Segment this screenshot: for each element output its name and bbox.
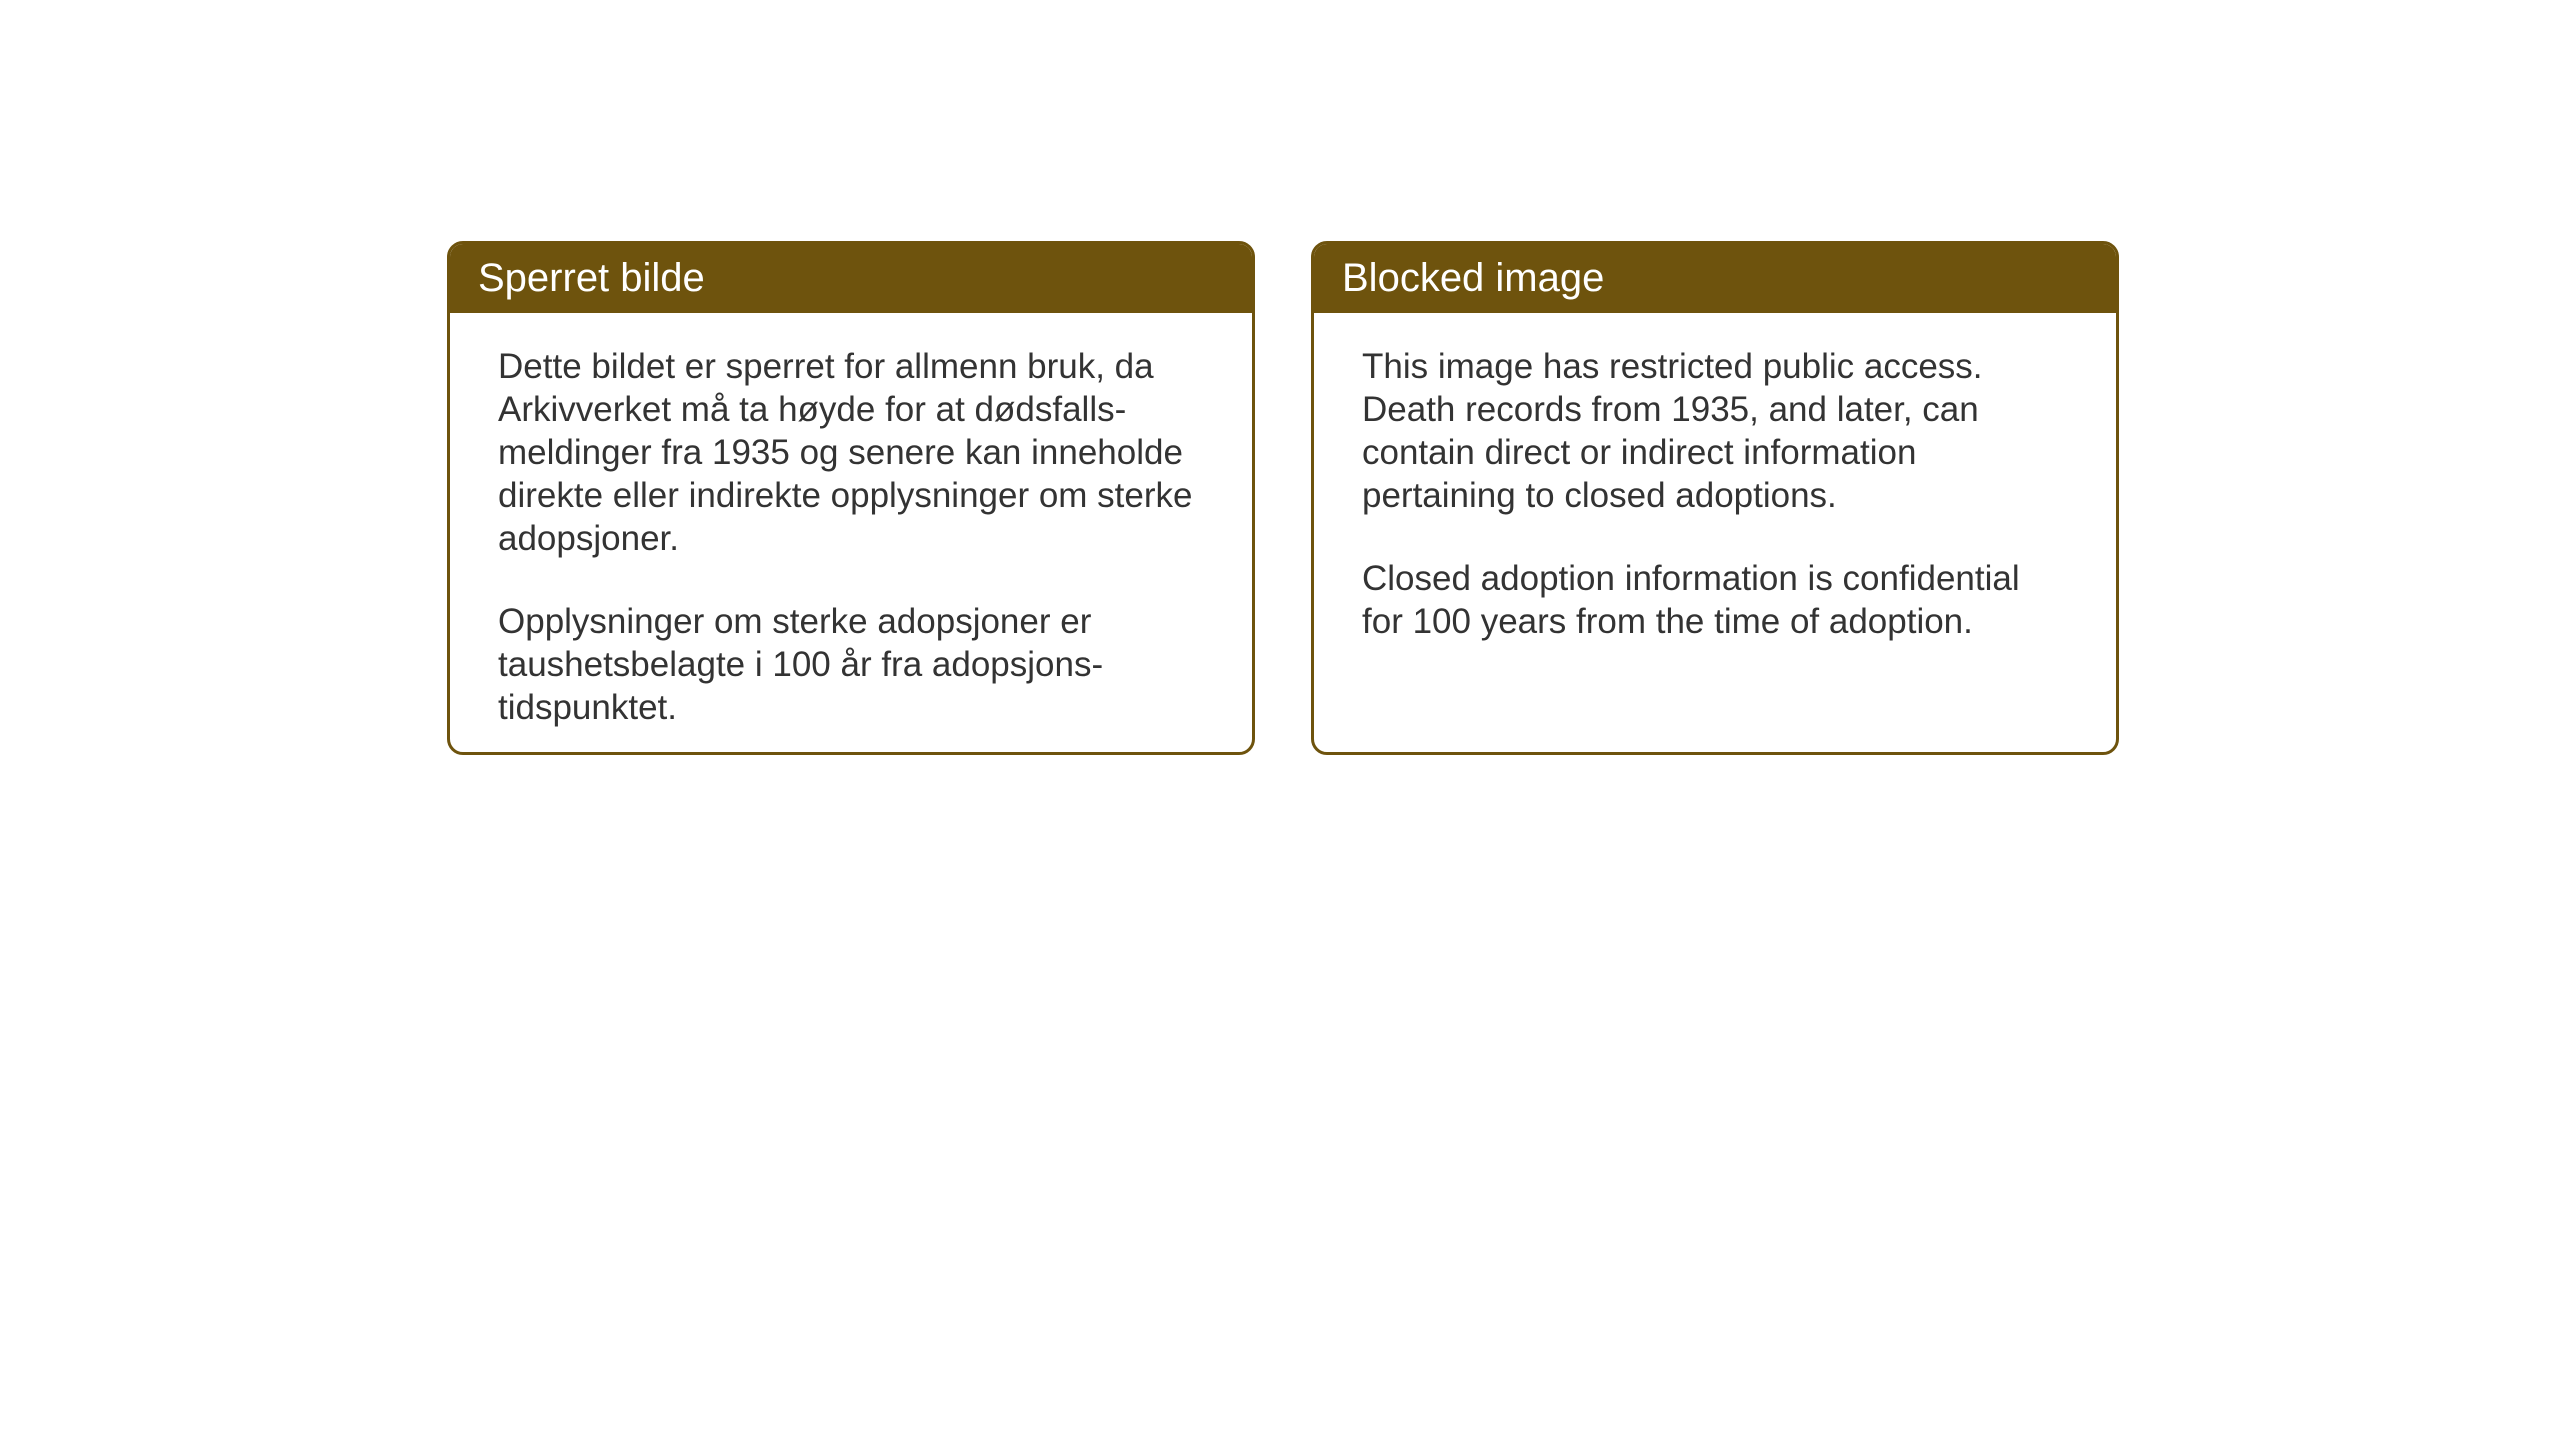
card-body-norwegian: Dette bildet er sperret for allmenn bruk… <box>450 313 1252 755</box>
card-paragraph2-norwegian: Opplysninger om sterke adopsjoner er tau… <box>498 600 1204 729</box>
card-header-norwegian: Sperret bilde <box>450 244 1252 313</box>
card-title-norwegian: Sperret bilde <box>478 256 705 300</box>
card-norwegian: Sperret bilde Dette bildet er sperret fo… <box>447 241 1255 755</box>
card-title-english: Blocked image <box>1342 256 1604 300</box>
card-english: Blocked image This image has restricted … <box>1311 241 2119 755</box>
card-paragraph1-english: This image has restricted public access.… <box>1362 345 2068 517</box>
card-paragraph1-norwegian: Dette bildet er sperret for allmenn bruk… <box>498 345 1204 560</box>
card-header-english: Blocked image <box>1314 244 2116 313</box>
card-paragraph2-english: Closed adoption information is confident… <box>1362 557 2068 643</box>
cards-container: Sperret bilde Dette bildet er sperret fo… <box>447 241 2119 755</box>
card-body-english: This image has restricted public access.… <box>1314 313 2116 683</box>
